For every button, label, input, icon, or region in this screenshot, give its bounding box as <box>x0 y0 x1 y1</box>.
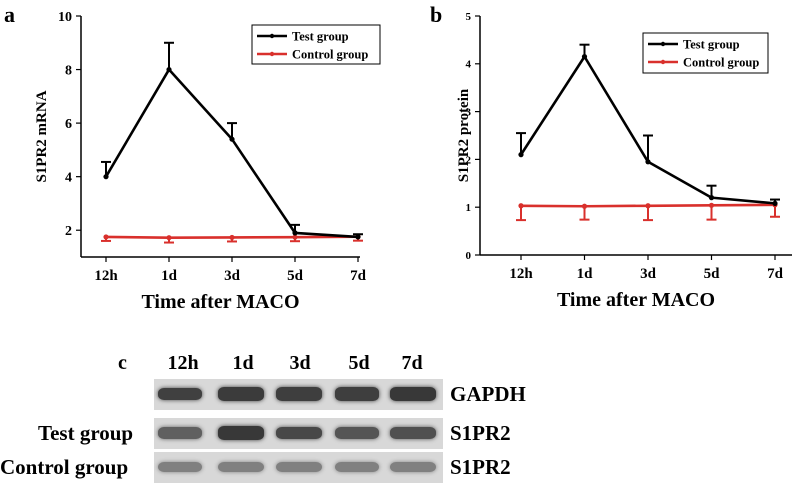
x-tick-label: 5d <box>704 266 721 282</box>
x-tick-label: 1d <box>577 266 594 282</box>
blot-band <box>276 426 322 440</box>
data-point <box>581 54 588 60</box>
blot-strip-control-s1pr2 <box>154 452 443 483</box>
blot-strip-gapdh <box>154 379 443 410</box>
blot-row-right-label: S1PR2 <box>450 455 511 479</box>
legend-label: Control group <box>292 48 368 62</box>
blot-band <box>335 426 379 439</box>
panel-letter: b <box>430 2 442 27</box>
panel-b-chart: b 0 1 2 3 4 5 12h 1d 3d 5d 7d Time after MACO S1PR2 p… <box>430 2 792 311</box>
data-point <box>518 203 524 209</box>
data-point <box>292 230 298 236</box>
y-tick-label: 8 <box>65 63 72 78</box>
blot-band <box>335 387 379 401</box>
data-point <box>645 159 651 165</box>
data-point <box>166 235 172 241</box>
y-tick-label: 6 <box>65 117 72 132</box>
lane-label: 1d <box>232 352 254 374</box>
legend-marker <box>269 51 275 57</box>
y-tick-label: 5 <box>466 11 472 23</box>
blot-band <box>218 461 264 473</box>
blot-band <box>335 461 379 473</box>
panel-a-chart: a 2 4 6 8 10 12h 1d 3d 5d 7d Time after MACO S1PR2 m… <box>4 2 381 313</box>
blot-band <box>390 461 436 473</box>
y-axis-title: S1PR2 protein <box>456 88 472 182</box>
y-tick-label: 2 <box>466 154 472 166</box>
blot-band <box>390 426 436 440</box>
panel-letter-c: c <box>118 352 127 374</box>
blot-band <box>158 427 202 439</box>
x-tick-label: 3d <box>224 268 241 284</box>
x-tick-label: 12h <box>509 266 533 282</box>
x-tick-label: 5d <box>287 268 304 284</box>
y-tick-label: 4 <box>65 171 72 186</box>
blot-band <box>390 387 436 401</box>
data-point <box>708 195 715 201</box>
x-tick-label: 7d <box>350 268 367 284</box>
legend-box <box>642 32 769 74</box>
data-point <box>103 234 109 240</box>
data-point <box>355 234 361 240</box>
legend-marker <box>660 41 666 47</box>
x-axis-title: Time after MACO <box>141 291 299 313</box>
lane-label: 3d <box>289 352 311 374</box>
data-point <box>645 203 651 209</box>
blot-band <box>218 426 264 440</box>
y-tick-label: 2 <box>65 224 72 239</box>
blot-band <box>158 387 202 401</box>
data-point <box>581 203 588 209</box>
x-tick-label: 1d <box>161 268 178 284</box>
lane-label: 7d <box>401 352 423 374</box>
y-tick-label: 1 <box>466 202 472 214</box>
blot-band <box>276 461 322 473</box>
data-point <box>518 152 524 158</box>
data-point <box>229 234 235 241</box>
x-tick-label: 3d <box>640 266 657 282</box>
lane-label: 12h <box>167 352 199 374</box>
x-tick-label: 12h <box>94 268 118 284</box>
panel-letter: a <box>4 2 15 27</box>
legend-marker <box>269 33 275 39</box>
blot-band <box>158 461 202 473</box>
y-tick-label: 3 <box>466 106 472 118</box>
legend-marker <box>660 59 666 65</box>
legend-box <box>251 24 381 65</box>
x-axis-title: Time after MACO <box>557 289 715 311</box>
y-tick-label: 10 <box>58 10 72 25</box>
data-point <box>772 200 778 206</box>
lane-label: 5d <box>348 352 370 374</box>
blot-strip-test-s1pr2 <box>154 418 443 449</box>
legend-label: Test group <box>292 30 349 44</box>
blot-row-left-label: Test group <box>38 421 134 445</box>
data-point <box>292 234 298 240</box>
x-tick-label: 7d <box>767 266 784 282</box>
blot-row-right-label: GAPDH <box>450 382 526 406</box>
blot-row-right-label: S1PR2 <box>450 421 511 445</box>
y-tick-label: 0 <box>466 250 472 262</box>
legend-label: Test group <box>683 38 740 52</box>
data-point <box>103 174 109 180</box>
legend-label: Control group <box>683 56 759 70</box>
data-point <box>708 202 715 208</box>
blot-band <box>276 387 322 401</box>
blot-row-left-label: Control group <box>0 455 129 479</box>
data-point <box>229 136 235 142</box>
y-tick-label: 4 <box>466 59 472 71</box>
blot-band <box>218 387 264 401</box>
data-point <box>166 66 172 73</box>
y-axis-title: S1PR2 mRNA <box>34 90 50 182</box>
